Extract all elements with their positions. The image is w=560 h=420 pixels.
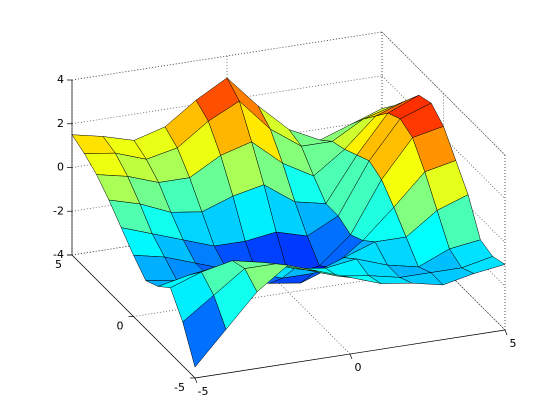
- y-tick-label: 5: [55, 258, 62, 271]
- grid-line: [381, 206, 506, 331]
- surface-patch: [182, 295, 227, 368]
- y-tick-label: 0: [117, 320, 124, 333]
- tick-mark: [349, 353, 353, 360]
- y-tick-label: -5: [174, 381, 185, 394]
- grid-line: [71, 31, 383, 81]
- z-tick-label: 2: [57, 117, 64, 130]
- grid-line: [381, 31, 506, 156]
- x-tick-label: 0: [355, 361, 362, 374]
- z-tick-label: 0: [57, 161, 64, 174]
- z-tick-label: -4: [53, 248, 64, 261]
- grid-line: [381, 119, 506, 243]
- tick-mark: [504, 329, 508, 336]
- box-edge: [381, 31, 506, 156]
- tick-mark: [194, 377, 198, 384]
- x-tick-label: 5: [510, 337, 517, 350]
- z-tick-label: 4: [57, 73, 64, 86]
- grid-line: [381, 75, 506, 199]
- z-tick-label: -2: [53, 204, 64, 217]
- x-tick-label: -5: [198, 385, 209, 398]
